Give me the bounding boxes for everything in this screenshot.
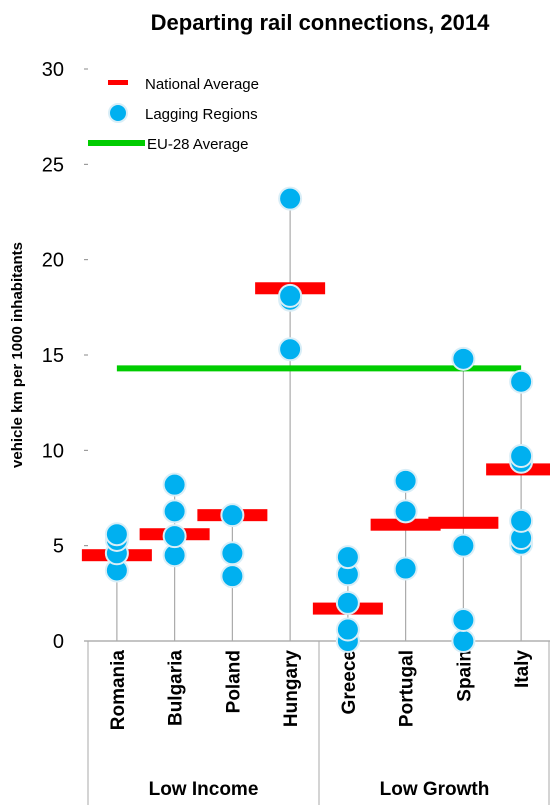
lagging-region: [162, 472, 187, 497]
national-average: [428, 516, 499, 529]
group-label: Low Growth: [380, 779, 490, 800]
legend-label: EU-28 Average: [147, 136, 248, 153]
chart-title: Departing rail connections, 2014: [151, 10, 490, 35]
lagging-region: [220, 541, 245, 566]
lagging-region: [509, 508, 534, 533]
y-tick-label: 10: [42, 440, 64, 462]
y-tick-label: 0: [53, 631, 64, 653]
y-tick-label: 5: [53, 536, 64, 558]
x-tick-label: Greece: [339, 650, 360, 714]
legend-label: Lagging Regions: [145, 106, 258, 123]
lagging-region: [220, 564, 245, 589]
lagging-region: [335, 590, 360, 615]
lagging-region: [220, 503, 245, 528]
lagging-region: [335, 545, 360, 570]
legend-label: National Average: [145, 76, 259, 93]
lagging-region: [162, 524, 187, 549]
y-tick-label: 25: [42, 154, 64, 176]
x-tick-label: Spain: [454, 650, 475, 702]
x-tick-label: Romania: [108, 650, 129, 731]
lagging-region: [162, 499, 187, 524]
legend-swatch: [108, 103, 128, 123]
y-axis-label: vehicle km per 1000 inhabitants: [9, 242, 26, 468]
lagging-region: [393, 468, 418, 493]
lagging-region: [278, 283, 303, 308]
lagging-region: [451, 629, 476, 653]
lagging-region: [335, 617, 360, 642]
x-tick-label: Portugal: [397, 650, 418, 727]
y-tick-label: 15: [42, 345, 64, 367]
lagging-region: [393, 499, 418, 524]
x-tick-label: Italy: [512, 650, 533, 688]
lagging-region: [451, 346, 476, 371]
lagging-region: [509, 369, 534, 394]
lagging-region: [509, 444, 534, 469]
x-tick-label: Hungary: [281, 650, 302, 728]
x-tick-label: Bulgaria: [166, 650, 187, 726]
x-tick-label: Poland: [223, 650, 244, 713]
lagging-region: [278, 337, 303, 362]
national-average: [370, 518, 441, 531]
lagging-region: [278, 186, 303, 211]
group-label: Low Income: [149, 779, 259, 800]
y-tick-label: 30: [42, 59, 64, 81]
lagging-region: [104, 522, 129, 547]
lagging-region: [451, 533, 476, 558]
lagging-region: [393, 556, 418, 581]
lagging-region: [451, 608, 476, 633]
legend-swatch: [108, 80, 128, 85]
y-tick-label: 20: [42, 250, 64, 272]
